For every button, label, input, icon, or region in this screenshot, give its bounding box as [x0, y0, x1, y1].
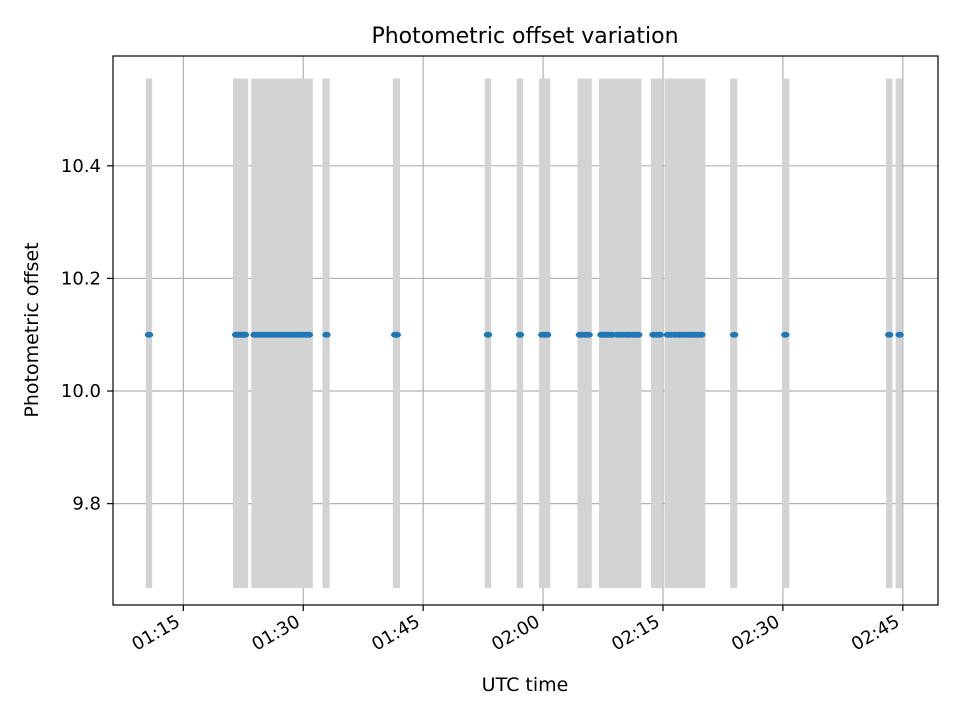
- x-axis-ticks: 01:15 01:30 01:45 02:00 02:15 02:30 02:45: [128, 605, 904, 655]
- y-tick-label: 10.2: [61, 268, 101, 289]
- y-axis-label: Photometric offset: [21, 242, 43, 417]
- data-point: [634, 331, 643, 338]
- plot-frame: [112, 55, 939, 606]
- chart-title: Photometric offset variation: [371, 24, 678, 49]
- plot-background: [113, 56, 938, 605]
- data-points: [144, 331, 904, 338]
- y-tick-label: 10.0: [61, 381, 101, 402]
- data-point: [697, 331, 706, 338]
- x-tick-label: 01:15: [128, 611, 183, 655]
- data-point: [584, 331, 593, 338]
- data-point: [144, 331, 154, 338]
- data-point: [542, 331, 552, 338]
- data-point: [885, 331, 894, 338]
- data-point: [515, 331, 525, 338]
- y-axis-ticks: 9.8 10.0 10.2 10.4: [61, 156, 113, 515]
- x-tick-label: 02:15: [608, 611, 663, 655]
- data-point: [729, 331, 739, 338]
- data-point: [895, 331, 904, 338]
- data-point: [655, 331, 665, 338]
- y-tick-label: 10.4: [61, 156, 101, 177]
- data-point: [781, 331, 790, 338]
- data-point: [322, 331, 331, 338]
- x-tick-label: 02:45: [848, 611, 903, 655]
- x-tick-label: 01:45: [368, 611, 423, 655]
- x-tick-label: 02:30: [728, 611, 783, 655]
- data-point: [392, 331, 401, 338]
- y-tick-label: 9.8: [72, 494, 101, 515]
- x-tick-label: 01:30: [248, 611, 303, 655]
- data-point: [483, 331, 493, 338]
- plot-area: [112, 55, 939, 606]
- data-point: [240, 331, 250, 338]
- data-point: [304, 331, 314, 338]
- x-axis-label: UTC time: [482, 674, 569, 696]
- x-tick-label: 02:00: [488, 611, 543, 655]
